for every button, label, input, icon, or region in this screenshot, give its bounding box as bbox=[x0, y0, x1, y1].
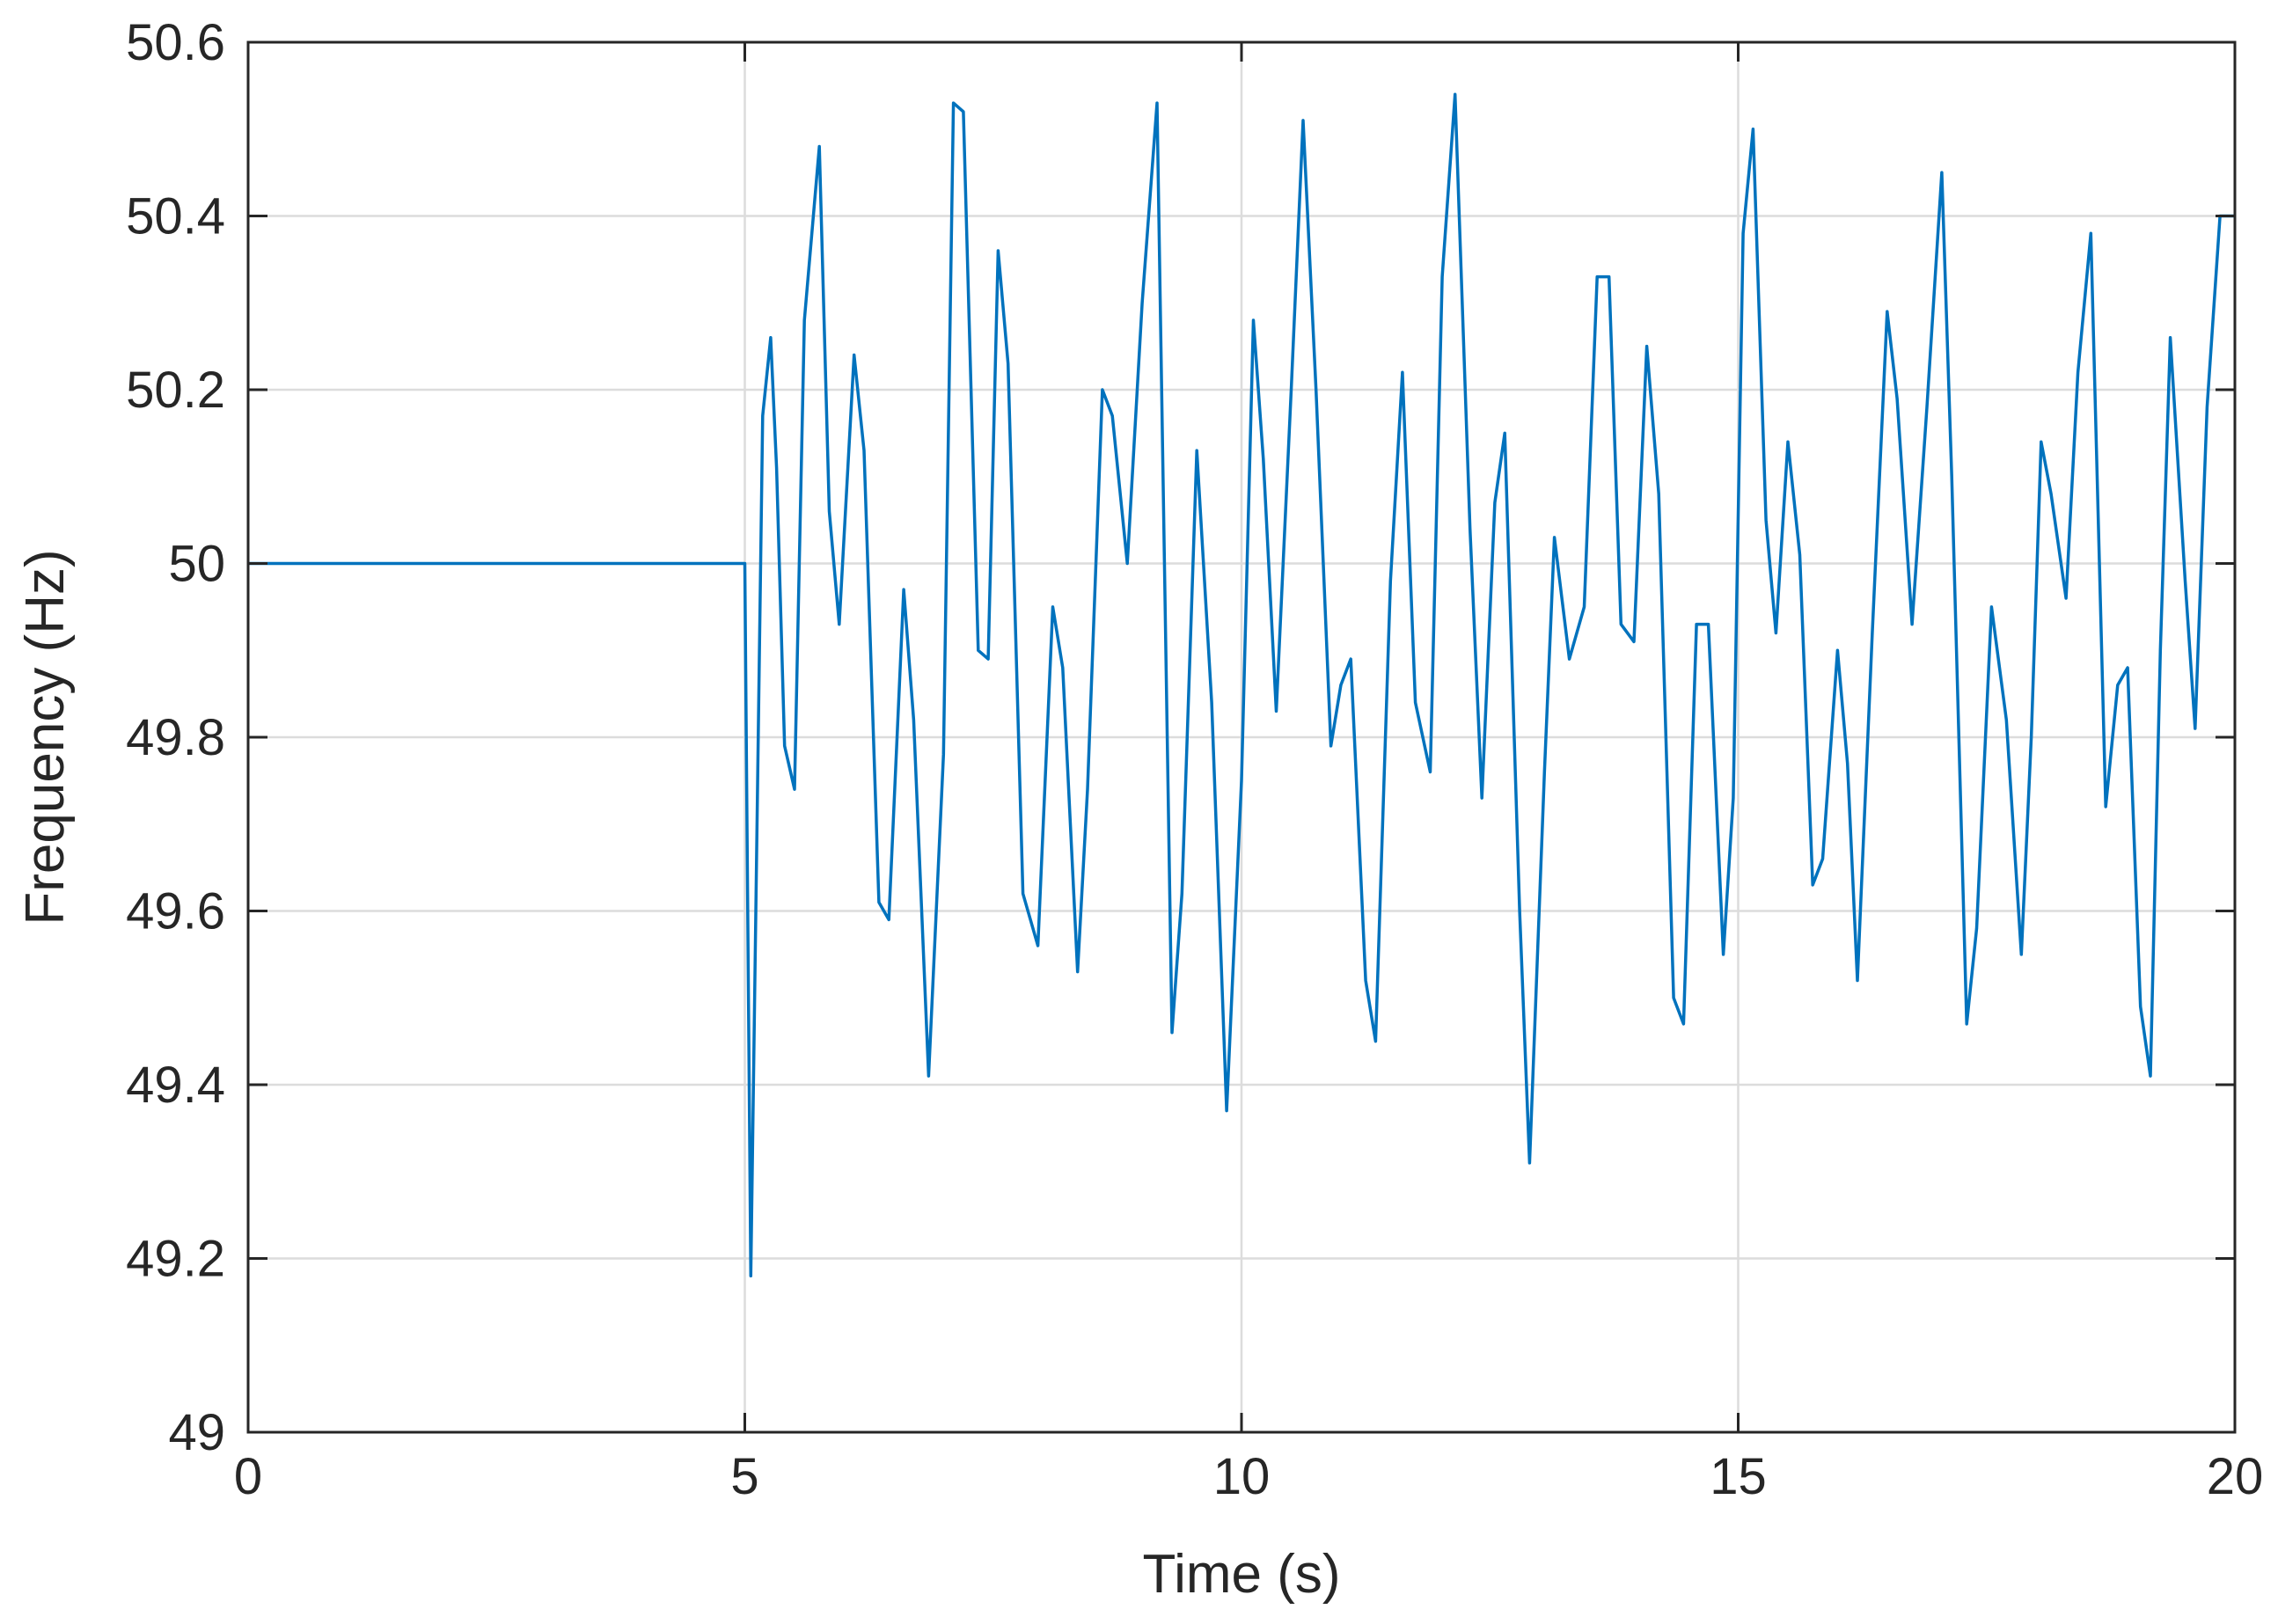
x-tick-label: 10 bbox=[1213, 1448, 1271, 1505]
y-axis-label: Frequency (Hz) bbox=[15, 549, 76, 925]
y-tick-label: 49 bbox=[168, 1404, 225, 1461]
y-tick-label: 50.6 bbox=[126, 14, 225, 71]
x-axis-label: Time (s) bbox=[1143, 1544, 1341, 1605]
y-tick-label: 49.2 bbox=[126, 1231, 225, 1288]
x-tick-label: 20 bbox=[2207, 1448, 2264, 1505]
y-tick-label: 49.4 bbox=[126, 1057, 225, 1114]
tick-labels: 0 5 10 15 20 49 49.2 49.4 49.6 49.8 50 50.2 50.4 50.6 bbox=[126, 14, 2263, 1505]
y-tick-label: 50.4 bbox=[126, 188, 225, 245]
y-tick-label: 49.6 bbox=[126, 883, 225, 940]
axis-ticks bbox=[246, 40, 2237, 1434]
x-tick-label: 5 bbox=[730, 1448, 758, 1505]
x-tick-label: 0 bbox=[234, 1448, 262, 1505]
series-line-frequency bbox=[248, 92, 2235, 1278]
y-tick-label: 49.8 bbox=[126, 709, 225, 766]
y-tick-label: 50 bbox=[168, 536, 225, 593]
y-tick-label: 50.2 bbox=[126, 362, 225, 419]
x-tick-label: 15 bbox=[1710, 1448, 1767, 1505]
